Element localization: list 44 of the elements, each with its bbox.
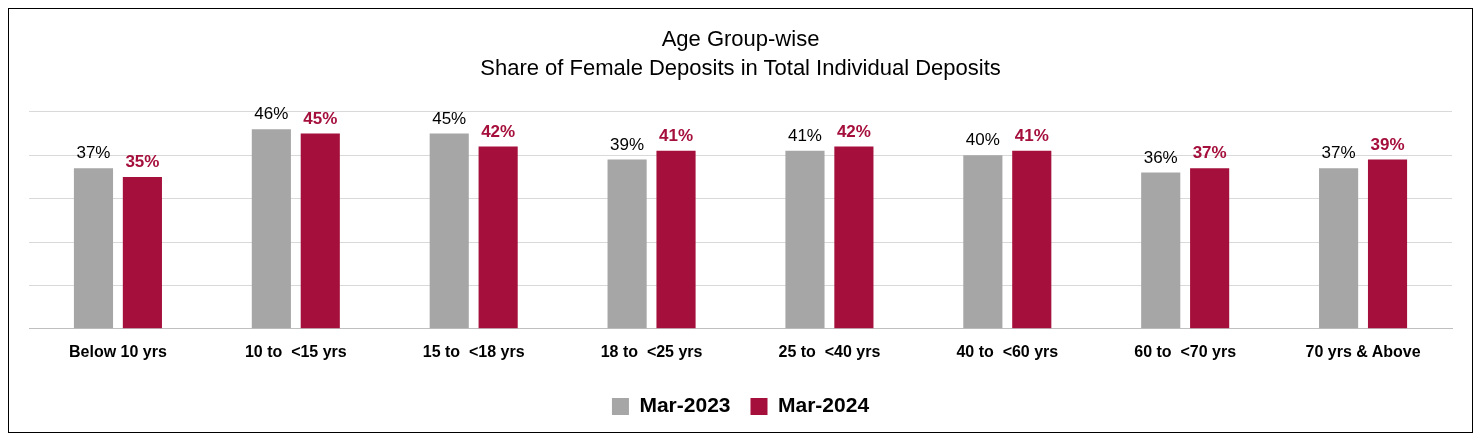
x-tick-label: 60 to <70 yrs: [1134, 342, 1237, 360]
x-tick-label: 15 to <18 yrs: [422, 342, 525, 360]
bar: [1012, 150, 1052, 329]
bar: [963, 155, 1003, 329]
bar: [429, 133, 469, 329]
bar: [300, 133, 340, 329]
legend-label: Mar-2023: [639, 393, 731, 417]
x-tick-label: 18 to <25 yrs: [600, 342, 703, 360]
data-label: 36%: [1143, 147, 1178, 167]
bar: [122, 176, 162, 329]
chart-title: Age Group-wise: [661, 26, 820, 52]
bar: [834, 146, 874, 329]
data-label: 46%: [254, 104, 289, 124]
data-label: 45%: [432, 108, 467, 128]
data-label: 35%: [125, 152, 160, 172]
data-label: 40%: [965, 130, 1000, 150]
bar: [73, 168, 114, 329]
data-label: 45%: [303, 108, 338, 128]
bar: [1367, 159, 1408, 329]
data-label: 39%: [610, 134, 645, 154]
data-label: 41%: [1014, 126, 1049, 146]
x-tick-label: 40 to <60 yrs: [956, 342, 1059, 360]
bar: [1141, 172, 1181, 329]
bar: [785, 150, 825, 329]
bar: [251, 129, 291, 329]
x-tick-label: Below 10 yrs: [69, 342, 167, 360]
x-tick-label: 10 to <15 yrs: [244, 342, 347, 360]
data-label: 41%: [659, 126, 694, 146]
bar: [607, 159, 647, 329]
data-label: 37%: [76, 143, 111, 163]
bar: [1190, 168, 1230, 329]
bar: [1319, 168, 1359, 329]
data-label: 37%: [1321, 143, 1356, 163]
legend-label: Mar-2024: [778, 393, 870, 417]
x-tick-label: 25 to <40 yrs: [778, 342, 881, 360]
data-label: 39%: [1370, 134, 1405, 154]
chart-subtitle: Share of Female Deposits in Total Individual Deposits: [480, 54, 1001, 80]
x-tick-label: 70 yrs & Above: [1305, 342, 1421, 360]
bar: [478, 146, 518, 329]
data-label: 37%: [1192, 143, 1227, 163]
data-label: 41%: [787, 126, 822, 146]
data-label: 42%: [481, 121, 516, 141]
data-label: 42%: [836, 121, 871, 141]
bar: [656, 150, 696, 329]
